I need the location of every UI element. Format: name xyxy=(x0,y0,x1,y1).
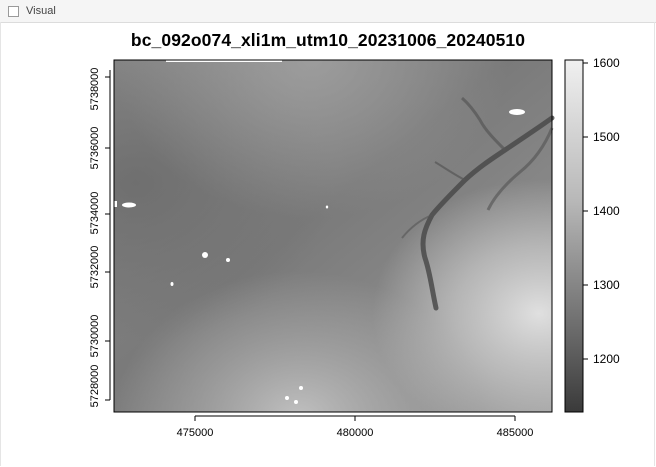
y-tick-label: 5734000 xyxy=(89,191,101,235)
tab-label: Visual xyxy=(26,5,56,17)
y-axis xyxy=(105,70,111,401)
legend-label: 1600 xyxy=(593,56,620,70)
tab-checkbox-icon[interactable] xyxy=(8,5,19,17)
x-axis xyxy=(194,415,516,421)
elevation-raster xyxy=(114,60,555,412)
legend-label: 1200 xyxy=(593,352,620,366)
plot-title: bc_092o074_xli1m_utm10_20231006_20240510 xyxy=(130,30,526,50)
tab-bar: Visual xyxy=(0,0,656,23)
legend-label: 1500 xyxy=(593,130,620,144)
plot-frame xyxy=(113,59,553,413)
y-tick-label: 5738000 xyxy=(89,67,101,111)
y-tick-label: 5730000 xyxy=(89,314,101,358)
x-tick-label: 480000 xyxy=(336,427,374,439)
viewer-panel xyxy=(0,22,655,466)
legend-ticks xyxy=(583,62,588,360)
y-tick-label: 5736000 xyxy=(89,126,101,170)
legend-label: 1300 xyxy=(593,278,620,292)
legend-label: 1400 xyxy=(593,204,620,218)
x-tick-label: 485000 xyxy=(496,427,534,439)
y-tick-label: 5732000 xyxy=(89,245,101,289)
x-tick-label: 475000 xyxy=(176,427,214,439)
legend-colorbar xyxy=(564,59,584,413)
y-tick-label: 5728000 xyxy=(89,364,101,408)
tab-visual[interactable]: Visual xyxy=(0,0,66,22)
